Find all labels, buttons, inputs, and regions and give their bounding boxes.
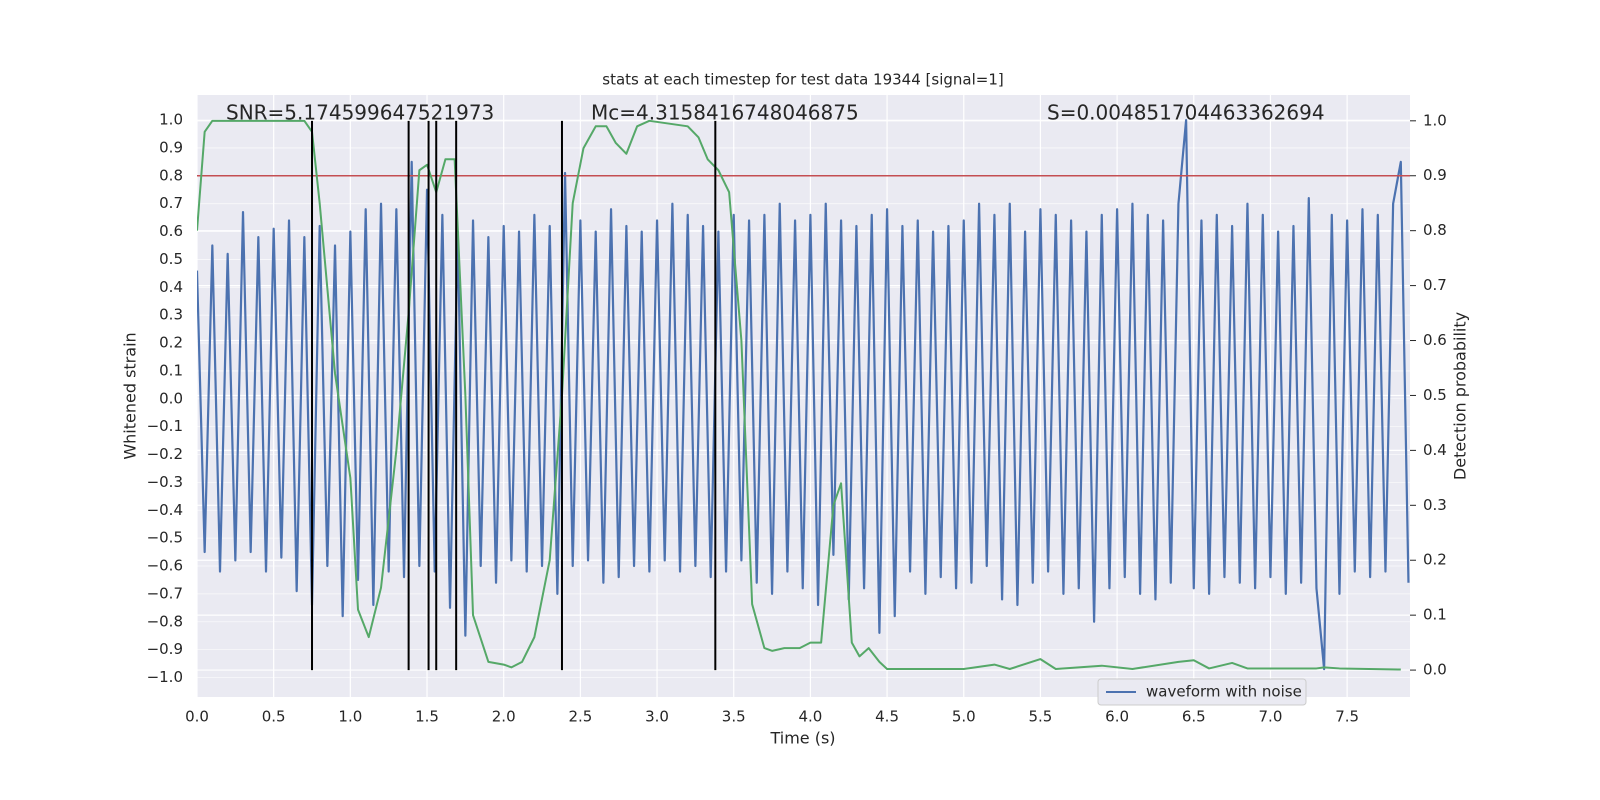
x-tick-label: 6.5: [1182, 708, 1206, 726]
y-tick-label: 0.5: [159, 250, 183, 268]
x-tick-label: 4.0: [798, 708, 822, 726]
waveform-line: [197, 118, 1410, 671]
y-tick-label: 0.1: [159, 361, 183, 379]
x-tick-label: 5.0: [952, 708, 976, 726]
y-tick-label: 0.2: [159, 334, 183, 352]
y2-tick-label: 1.0: [1423, 111, 1447, 129]
y-tick-label: −0.3: [147, 473, 183, 491]
y-tick-label: 0.7: [159, 194, 183, 212]
y-tick-label: 0.4: [159, 278, 183, 296]
y-tick-label: −0.2: [147, 445, 183, 463]
legend-label: waveform with noise: [1146, 683, 1302, 701]
plot-area: [197, 118, 1410, 671]
x-tick-label: 1.0: [338, 708, 362, 726]
y-tick-label: 1.0: [159, 111, 183, 129]
x-tick-label: 3.5: [722, 708, 746, 726]
x-tick-label: 7.0: [1259, 708, 1283, 726]
y2-tick-label: 0.0: [1423, 661, 1447, 679]
y2-tick-label: 0.8: [1423, 221, 1447, 239]
x-tick-label: 4.5: [875, 708, 899, 726]
y-tick-label: −0.9: [147, 640, 183, 658]
y2-tick-label: 0.9: [1423, 166, 1447, 184]
y-tick-label: −0.7: [147, 584, 183, 602]
probability-line: [197, 119, 1401, 671]
annotation: Mc=4.3158416748046875: [591, 101, 859, 125]
y2-axis-label: Detection probability: [1451, 312, 1470, 480]
x-tick-label: 0.5: [262, 708, 286, 726]
y-tick-label: 0.6: [159, 222, 183, 240]
chart-title: stats at each timestep for test data 193…: [602, 71, 1003, 89]
y-tick-label: −0.6: [147, 557, 183, 575]
y-tick-label: −0.5: [147, 529, 183, 547]
y-tick-label: −0.1: [147, 417, 183, 435]
y-tick-label: −0.8: [147, 612, 183, 630]
x-tick-label: 2.5: [568, 708, 592, 726]
y2-tick-label: 0.4: [1423, 441, 1447, 459]
y-tick-label: 0.8: [159, 166, 183, 184]
y2-tick-label: 0.3: [1423, 496, 1447, 514]
annotation: S=0.004851704463362694: [1047, 101, 1325, 125]
y-tick-label: 0.0: [159, 389, 183, 407]
x-tick-label: 7.5: [1335, 708, 1359, 726]
x-tick-label: 0.0: [185, 708, 209, 726]
y2-tick-label: 0.6: [1423, 331, 1447, 349]
y-tick-label: 0.9: [159, 138, 183, 156]
y-tick-label: 0.3: [159, 306, 183, 324]
y2-tick-label: 0.1: [1423, 606, 1447, 624]
x-tick-label: 1.5: [415, 708, 439, 726]
annotation: SNR=5.174599647521973: [226, 101, 494, 125]
y2-tick-label: 0.2: [1423, 551, 1447, 569]
x-tick-label: 6.0: [1105, 708, 1129, 726]
x-tick-label: 5.5: [1028, 708, 1052, 726]
x-axis-label: Time (s): [769, 729, 835, 748]
y2-tick-label: 0.5: [1423, 386, 1447, 404]
legend-box: [1097, 678, 1307, 706]
x-tick-label: 2.0: [492, 708, 516, 726]
x-tick-label: 3.0: [645, 708, 669, 726]
y-tick-label: −1.0: [147, 668, 183, 686]
y2-tick-label: 0.7: [1423, 276, 1447, 294]
y-axis-label: Whitened strain: [121, 332, 140, 459]
y-tick-label: −0.4: [147, 501, 183, 519]
